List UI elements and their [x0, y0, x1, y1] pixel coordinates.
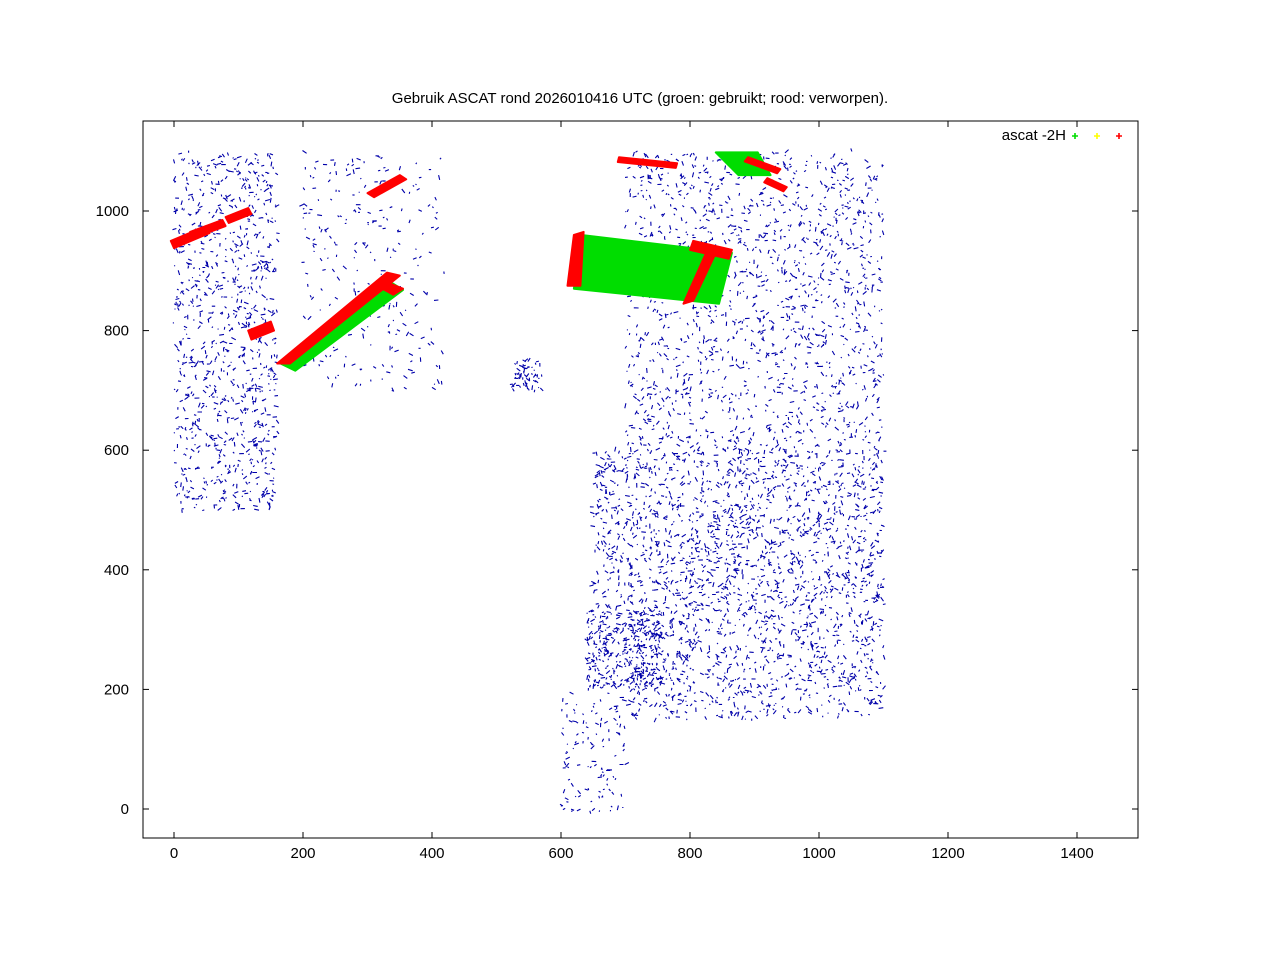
legend: ascat -2H — [1002, 127, 1122, 144]
data-swath — [616, 156, 679, 169]
coastline-layer — [172, 148, 887, 814]
x-tick-label: 1400 — [1060, 845, 1093, 862]
axes: 0 200 400 600 800 1000 1200 1400 0 200 400 600 800 10… — [96, 121, 1138, 862]
x-tick-label: 200 — [290, 845, 315, 862]
legend-markers — [1072, 133, 1122, 139]
data-swath — [224, 207, 253, 224]
data-swath — [689, 239, 733, 260]
y-tick-label: 1000 — [96, 203, 129, 220]
legend-marker — [1116, 133, 1122, 139]
data-swath — [276, 271, 401, 365]
data-swath — [366, 174, 408, 199]
y-tick-label: 400 — [104, 562, 129, 579]
data-swath — [566, 230, 585, 287]
data-swath — [247, 320, 275, 341]
data-swath — [763, 177, 788, 193]
series-1 — [169, 156, 788, 365]
x-tick-label: 0 — [170, 845, 178, 862]
chart-title: Gebruik ASCAT rond 2026010416 UTC (groen… — [392, 90, 888, 107]
x-tick-label: 1200 — [931, 845, 964, 862]
x-tick-label: 400 — [419, 845, 444, 862]
data-swath — [714, 151, 772, 177]
y-tick-label: 200 — [104, 681, 129, 698]
x-tick-label: 1000 — [802, 845, 835, 862]
data-swath — [169, 225, 211, 250]
coastline — [172, 148, 887, 814]
y-tick-label: 800 — [104, 323, 129, 340]
y-tick-label: 600 — [104, 442, 129, 459]
y-tick-label: 0 — [121, 801, 129, 818]
x-tick-label: 800 — [677, 845, 702, 862]
data-swath — [376, 281, 404, 296]
plot-border — [142, 120, 1139, 839]
data-layer — [169, 151, 788, 372]
data-swath — [682, 251, 717, 305]
data-swath — [743, 156, 782, 175]
legend-marker — [1094, 133, 1100, 139]
legend-label: ascat -2H — [1002, 127, 1066, 144]
legend-marker — [1072, 133, 1078, 139]
x-tick-label: 600 — [548, 845, 573, 862]
